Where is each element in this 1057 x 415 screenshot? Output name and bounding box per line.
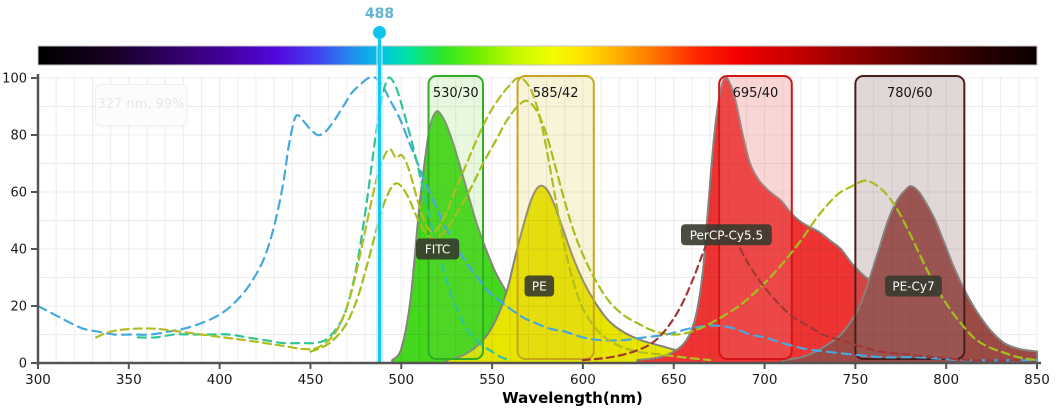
y-tick-label-80: 80 bbox=[10, 129, 27, 144]
filter-band-rect[interactable] bbox=[718, 75, 793, 360]
x-tick-label-400: 400 bbox=[207, 372, 233, 388]
filter-band-label: 780/60 bbox=[887, 86, 933, 101]
laser-wavelength-label: 488 bbox=[365, 6, 394, 22]
x-tick-label-750: 750 bbox=[842, 372, 868, 388]
excitation-curve-pe-cy7-excitation bbox=[309, 99, 1039, 362]
y-tick-label-0: 0 bbox=[19, 357, 27, 372]
emission-area-pe-cy7-emission bbox=[781, 185, 1038, 364]
filter-band-rect[interactable] bbox=[854, 75, 966, 360]
fluor-label-text: PerCP-Cy5.5 bbox=[690, 228, 763, 242]
fluor-label-text: PE bbox=[532, 280, 547, 294]
x-tick-label-700: 700 bbox=[752, 372, 778, 388]
fluor-label-bg bbox=[524, 275, 555, 297]
x-axis-title: Wavelength(nm) bbox=[502, 389, 643, 407]
filter-band-780-60[interactable]: 780/60 bbox=[854, 75, 966, 360]
fluor-label-pe: PE bbox=[524, 275, 555, 297]
x-tick-label-550: 550 bbox=[479, 372, 505, 388]
fluor-label-percp-cy5-5: PerCP-Cy5.5 bbox=[681, 224, 772, 246]
axes: 300 350 400 450 500 550 600 650 700 750 800 850 0 20 4… bbox=[2, 72, 1050, 408]
x-tick-label-800: 800 bbox=[933, 372, 959, 388]
peak-tooltip: 327 nm, 99% bbox=[95, 84, 187, 126]
fluor-label-bg bbox=[885, 275, 942, 297]
laser-handle[interactable] bbox=[372, 26, 386, 39]
x-tick-label-450: 450 bbox=[298, 372, 324, 388]
fluor-label-fitc: FITC bbox=[416, 238, 460, 260]
laser-marker[interactable]: 488 bbox=[365, 6, 394, 363]
y-tick-label-60: 60 bbox=[10, 186, 27, 201]
y-tick-label-100: 100 bbox=[2, 72, 27, 87]
x-tick-label-350: 350 bbox=[116, 372, 142, 388]
filter-band-rect[interactable] bbox=[516, 75, 595, 360]
y-tick-label-40: 40 bbox=[10, 243, 27, 258]
filter-band-label: 585/42 bbox=[533, 86, 579, 101]
x-tick-label-500: 500 bbox=[388, 372, 414, 388]
fluor-labels: FITC PE PerCP-Cy5.5 PE-Cy7 bbox=[416, 224, 942, 297]
x-tick-label-300: 300 bbox=[25, 372, 51, 388]
fluor-label-text: FITC bbox=[425, 243, 450, 257]
y-tick-label-20: 20 bbox=[10, 300, 27, 315]
excitation-curve-percp-cy5-5-excitation-acceptor-band bbox=[581, 225, 1020, 362]
filter-band-label: 695/40 bbox=[733, 86, 779, 101]
excitation-curve-percp-cy5-5-excitation bbox=[36, 76, 1039, 362]
x-tick-label-650: 650 bbox=[661, 372, 687, 388]
filter-band-695-40[interactable]: 695/40 bbox=[718, 75, 793, 360]
filter-band-530-30[interactable]: 530/30 bbox=[427, 75, 485, 360]
fluor-label-pe-cy7: PE-Cy7 bbox=[885, 275, 942, 297]
fluor-label-bg bbox=[416, 238, 460, 260]
filter-band-label: 530/30 bbox=[433, 86, 479, 101]
x-tick-label-600: 600 bbox=[570, 372, 596, 388]
excitation-curve-pe-excitation bbox=[95, 76, 712, 362]
x-tick-label-850: 850 bbox=[1024, 372, 1050, 388]
filter-band-585-42[interactable]: 585/42 bbox=[516, 75, 595, 360]
filter-band-rect[interactable] bbox=[427, 75, 485, 360]
fluor-label-bg bbox=[681, 224, 772, 246]
fluor-label-text: PE-Cy7 bbox=[892, 280, 934, 294]
spectrum-color-bar bbox=[37, 45, 1038, 66]
